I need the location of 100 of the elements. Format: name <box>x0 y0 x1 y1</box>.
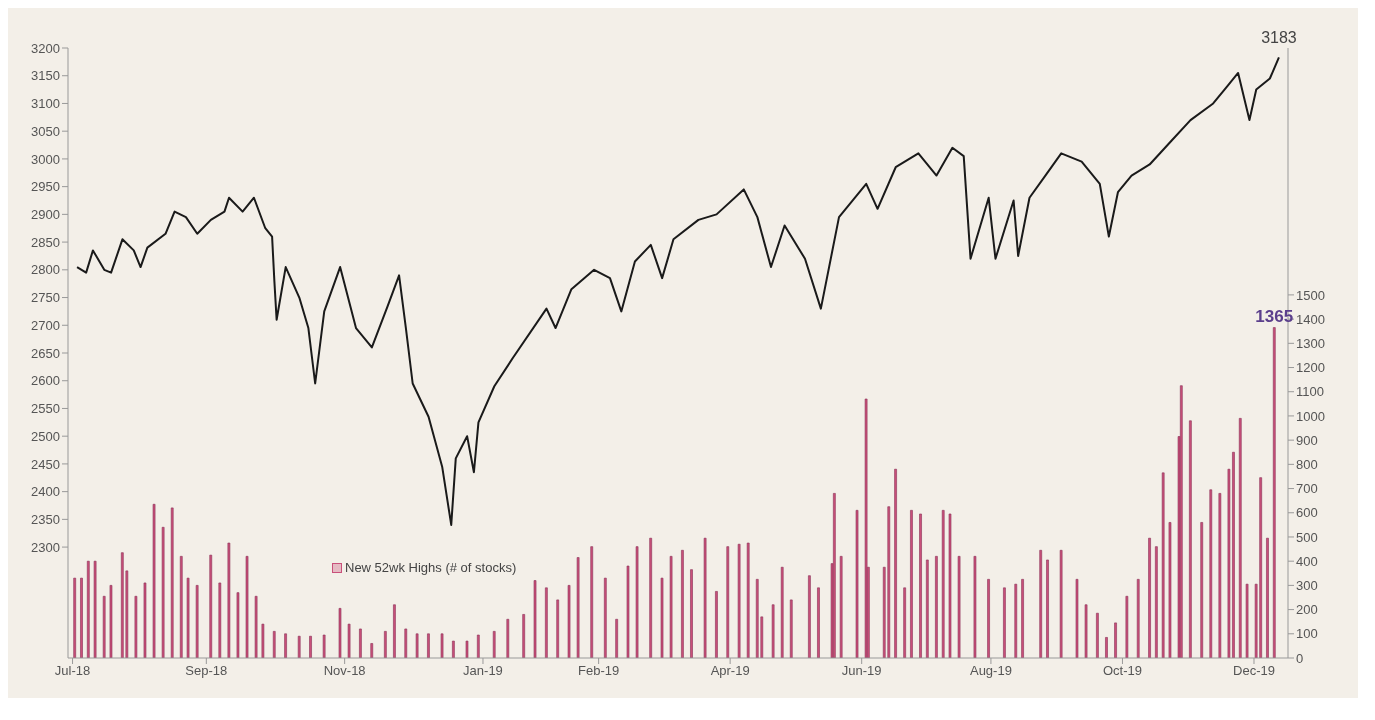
bar <box>152 503 156 658</box>
x-tick-label: Aug-19 <box>969 663 1012 679</box>
bar <box>545 587 548 658</box>
legend-label: New 52wk Highs (# of stocks) <box>345 560 517 575</box>
y-tick-label: 2400 <box>31 484 60 500</box>
y-tick-label: 3200 <box>31 40 60 56</box>
y2-tick-label: 1400 <box>1296 311 1325 327</box>
bar <box>887 506 891 658</box>
bar <box>427 633 430 658</box>
bar <box>1189 420 1192 658</box>
bar <box>635 546 639 658</box>
bar <box>161 526 165 658</box>
bar <box>143 582 147 658</box>
bar <box>452 640 455 658</box>
bar <box>404 628 408 658</box>
bar <box>284 633 287 658</box>
bar <box>649 537 652 658</box>
x-tick-label: Sep-18 <box>185 663 228 679</box>
bar <box>347 623 351 658</box>
y-tick-label: 2500 <box>31 428 60 444</box>
y2-tick-label: 800 <box>1296 456 1318 472</box>
y-tick-label: 2800 <box>31 262 60 278</box>
bar <box>209 554 213 658</box>
y2-tick-label: 1000 <box>1296 408 1325 424</box>
bar <box>669 556 673 658</box>
bar <box>926 559 929 658</box>
bar <box>789 599 793 658</box>
data-label: 3183 <box>1261 29 1297 47</box>
bar <box>1046 559 1049 658</box>
bar <box>1021 579 1024 658</box>
bar <box>1168 522 1172 658</box>
y-tick-label: 2450 <box>31 456 60 472</box>
x-tick-label: Jun-19 <box>841 663 882 679</box>
bar <box>1039 549 1043 658</box>
y-tick-label: 3000 <box>31 151 60 167</box>
bar <box>309 635 312 658</box>
y2-tick-label: 100 <box>1296 626 1318 642</box>
bar <box>903 587 906 658</box>
bar <box>1200 522 1204 658</box>
bar <box>1136 579 1140 658</box>
bar <box>384 631 387 658</box>
bar <box>690 569 693 658</box>
bar <box>948 513 952 658</box>
bar <box>261 623 265 658</box>
y2-tick-label: 1500 <box>1296 287 1325 303</box>
bar <box>839 556 843 658</box>
bar <box>1148 537 1151 658</box>
bar <box>556 599 560 658</box>
bar <box>817 587 820 658</box>
bar <box>919 513 922 658</box>
y2-tick-label: 200 <box>1296 602 1318 618</box>
bar <box>935 556 938 658</box>
bar <box>576 557 580 658</box>
bar <box>604 577 607 658</box>
x-tick-label: Jan-19 <box>463 663 503 679</box>
bar <box>272 631 276 658</box>
bar <box>973 556 977 658</box>
bar <box>703 537 707 658</box>
bar <box>681 549 684 658</box>
y-tick-label: 2600 <box>31 373 60 389</box>
bar <box>957 556 961 658</box>
bar <box>440 633 444 658</box>
x-tick-label: Nov-18 <box>323 663 366 679</box>
bar <box>987 579 990 658</box>
y-tick-label: 2950 <box>31 179 60 195</box>
bar <box>297 635 301 658</box>
bar <box>746 542 750 658</box>
bar <box>1096 612 1099 658</box>
bar <box>477 634 480 658</box>
bar <box>1209 489 1213 658</box>
y-tick-label: 2750 <box>31 290 60 306</box>
y-tick-label: 2350 <box>31 511 60 527</box>
bar <box>833 493 836 658</box>
bar <box>567 585 571 658</box>
bar <box>894 468 897 658</box>
bar <box>218 582 222 658</box>
bar <box>236 592 240 658</box>
bar <box>1003 587 1006 658</box>
bar <box>1245 583 1249 658</box>
bar <box>170 507 174 658</box>
bar <box>1075 579 1079 658</box>
y-tick-label: 2550 <box>31 401 60 417</box>
bar <box>393 604 396 658</box>
x-tick-label: Oct-19 <box>1102 663 1142 679</box>
bar <box>780 566 784 658</box>
bar <box>1218 493 1222 658</box>
bar <box>533 580 537 658</box>
x-tick-label: Dec-19 <box>1233 663 1275 679</box>
bar <box>1014 583 1018 658</box>
x-tick-label: Jul-18 <box>54 663 91 679</box>
bar <box>626 565 630 658</box>
x-tick-label: Apr-19 <box>710 663 750 679</box>
bar <box>227 542 231 658</box>
y2-tick-label: 1300 <box>1296 335 1325 351</box>
bar <box>245 556 249 658</box>
bar <box>755 579 759 658</box>
bar <box>715 591 718 658</box>
bar <box>506 618 510 658</box>
y-tick-label: 3150 <box>31 68 60 84</box>
y-tick-label: 2700 <box>31 317 60 333</box>
